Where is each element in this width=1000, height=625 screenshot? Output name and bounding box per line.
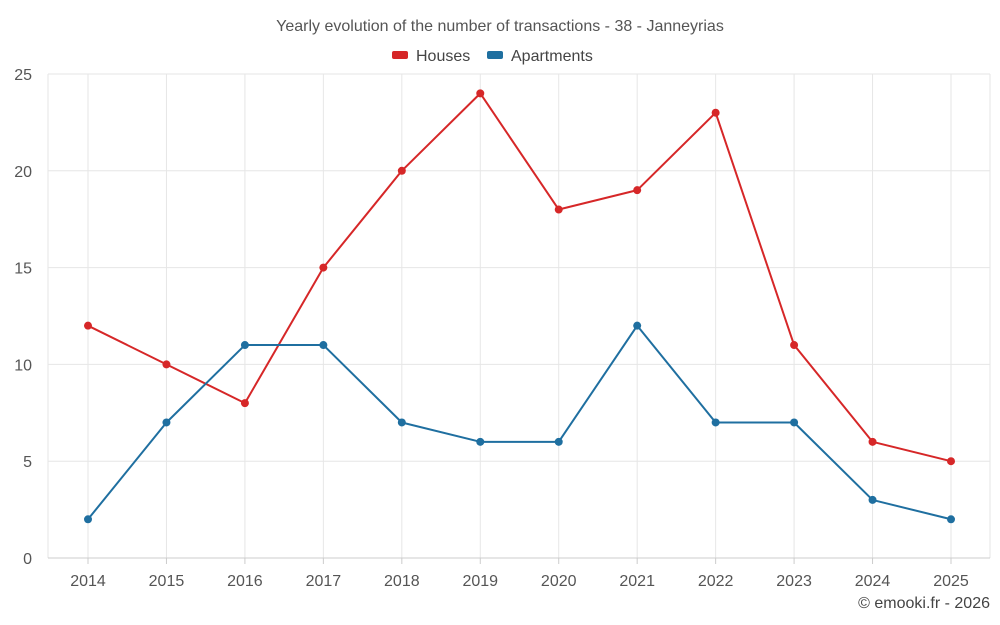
x-tick-label: 2021 <box>619 573 655 590</box>
y-tick-label: 5 <box>23 454 32 471</box>
data-point-apartments[interactable] <box>790 418 799 427</box>
x-tick-label: 2025 <box>933 573 969 590</box>
data-point-apartments[interactable] <box>319 341 328 350</box>
series-line-apartments <box>87 324 952 521</box>
data-point-apartments[interactable] <box>711 418 720 427</box>
data-point-apartments[interactable] <box>554 437 563 446</box>
x-tick-label: 2018 <box>384 573 420 590</box>
data-point-houses[interactable] <box>947 457 955 466</box>
data-point-houses[interactable] <box>397 166 406 175</box>
data-point-houses[interactable] <box>790 341 799 350</box>
x-tick-label: 2023 <box>776 573 812 590</box>
data-point-apartments[interactable] <box>947 515 955 524</box>
x-tick-label: 2016 <box>227 573 263 590</box>
x-tick-label: 2019 <box>462 573 498 590</box>
legend-swatch-apartments <box>487 51 503 59</box>
data-point-houses[interactable] <box>162 360 171 369</box>
data-point-apartments[interactable] <box>240 341 249 350</box>
legend: Houses Apartments <box>392 48 593 65</box>
series-line-houses <box>87 92 952 463</box>
data-point-houses[interactable] <box>711 108 720 117</box>
data-point-houses[interactable] <box>554 205 563 214</box>
y-tick-label: 0 <box>23 551 32 568</box>
data-point-apartments[interactable] <box>476 437 485 446</box>
data-point-apartments[interactable] <box>633 321 642 330</box>
legend-swatch-houses <box>392 51 408 59</box>
y-tick-label: 20 <box>14 164 32 181</box>
x-tick-label: 2015 <box>149 573 185 590</box>
legend-label-houses[interactable]: Houses <box>416 48 470 65</box>
x-tick-label: 2014 <box>70 573 106 590</box>
data-point-houses[interactable] <box>633 186 642 195</box>
y-tick-label: 25 <box>14 67 32 84</box>
data-point-apartments[interactable] <box>162 418 171 427</box>
data-point-houses[interactable] <box>319 263 328 272</box>
data-point-apartments[interactable] <box>868 495 877 504</box>
legend-label-apartments[interactable]: Apartments <box>511 48 593 65</box>
x-tick-label: 2017 <box>306 573 342 590</box>
data-point-houses[interactable] <box>240 399 249 408</box>
grid <box>47 73 991 558</box>
x-tick-label: 2022 <box>698 573 734 590</box>
copyright-text: © emooki.fr - 2026 <box>858 595 990 612</box>
x-tick-label: 2024 <box>855 573 891 590</box>
x-tick-label: 2020 <box>541 573 577 590</box>
data-point-apartments[interactable] <box>397 418 406 427</box>
y-tick-label: 10 <box>14 357 32 374</box>
data-point-houses[interactable] <box>84 321 92 330</box>
data-point-houses[interactable] <box>868 437 877 446</box>
y-tick-label: 15 <box>14 261 32 278</box>
series-group <box>84 89 955 524</box>
data-point-apartments[interactable] <box>84 515 92 524</box>
chart-title: Yearly evolution of the number of transa… <box>276 18 724 35</box>
data-point-houses[interactable] <box>476 89 485 98</box>
